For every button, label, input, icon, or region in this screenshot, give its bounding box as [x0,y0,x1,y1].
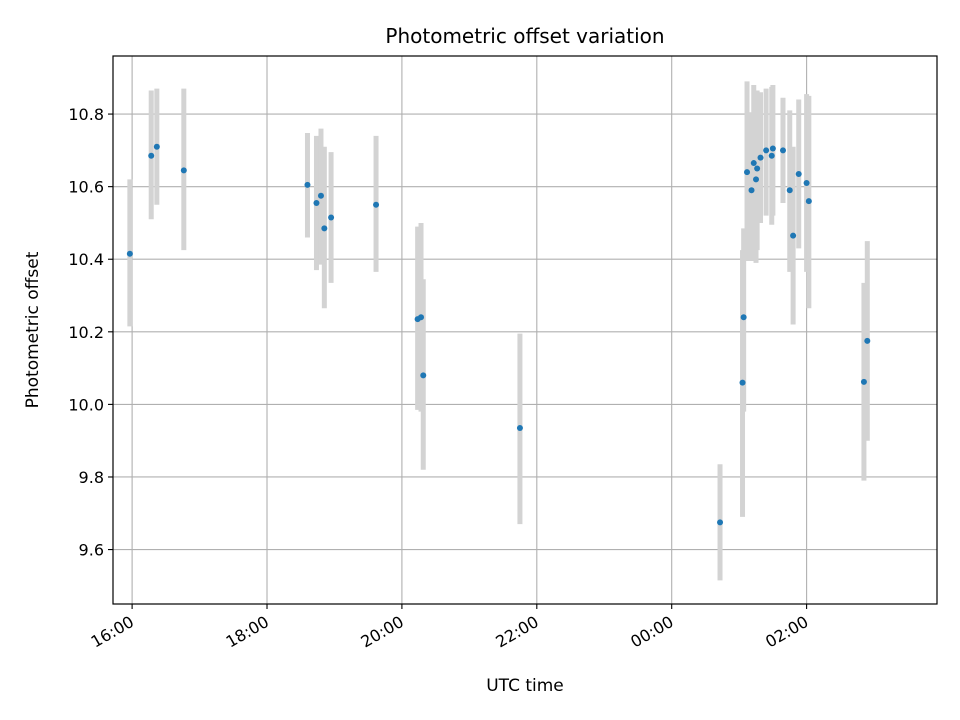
data-point [126,250,133,257]
y-tick-label: 10.2 [68,323,104,342]
data-point [754,165,761,172]
data-point [753,176,760,183]
data-point [750,160,757,167]
y-tick-label: 10.8 [68,105,104,124]
data-point [763,147,770,154]
y-tick-label: 10.4 [68,250,104,269]
data-point [317,192,324,199]
y-tick-label: 9.6 [79,541,104,560]
data-point [779,147,786,154]
y-tick-label: 10.6 [68,178,104,197]
data-point [717,519,724,526]
data-point [795,170,802,177]
data-point [516,424,523,431]
data-point [328,214,335,221]
data-point [313,199,320,206]
data-point [757,154,764,161]
data-point [180,167,187,174]
data-point [864,337,871,344]
data-point [769,145,776,152]
y-axis-ticks: 9.6 9.8 10.0 10.2 10.4 10.6 10.8 [68,105,113,560]
data-point [321,225,328,232]
y-tick-label: 9.8 [79,468,104,487]
data-point [748,187,755,194]
data-point [373,201,380,208]
data-point [860,378,867,385]
data-point [418,314,425,321]
data-point [786,187,793,194]
data-point [768,152,775,159]
data-point [148,152,155,159]
y-tick-label: 10.0 [68,395,104,414]
data-points [126,143,871,526]
y-axis-label: Photometric offset [23,251,43,408]
data-point [790,232,797,239]
data-point [739,379,746,386]
data-point [304,181,311,188]
data-point [740,314,747,321]
plot-frame [112,55,938,605]
data-point [805,198,812,205]
data-point [420,372,427,379]
x-axis-label: UTC time [486,676,564,696]
data-point [803,180,810,187]
chart-title: Photometric offset variation [385,24,664,48]
data-point [153,143,160,150]
data-point [744,169,751,176]
